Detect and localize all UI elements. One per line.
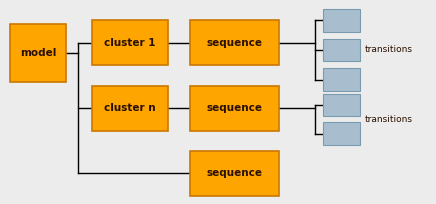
FancyBboxPatch shape: [10, 24, 66, 82]
Text: sequence: sequence: [206, 103, 262, 113]
FancyBboxPatch shape: [190, 20, 279, 65]
Text: sequence: sequence: [206, 38, 262, 48]
FancyBboxPatch shape: [323, 122, 360, 145]
FancyBboxPatch shape: [190, 86, 279, 131]
Text: transitions: transitions: [365, 45, 413, 54]
Text: cluster 1: cluster 1: [104, 38, 156, 48]
FancyBboxPatch shape: [323, 39, 360, 61]
FancyBboxPatch shape: [92, 20, 168, 65]
FancyBboxPatch shape: [323, 9, 360, 32]
FancyBboxPatch shape: [323, 94, 360, 116]
FancyBboxPatch shape: [190, 151, 279, 196]
FancyBboxPatch shape: [92, 86, 168, 131]
FancyBboxPatch shape: [323, 68, 360, 91]
Text: cluster n: cluster n: [104, 103, 156, 113]
Text: model: model: [20, 48, 56, 58]
Text: sequence: sequence: [206, 168, 262, 178]
Text: transitions: transitions: [365, 115, 413, 124]
